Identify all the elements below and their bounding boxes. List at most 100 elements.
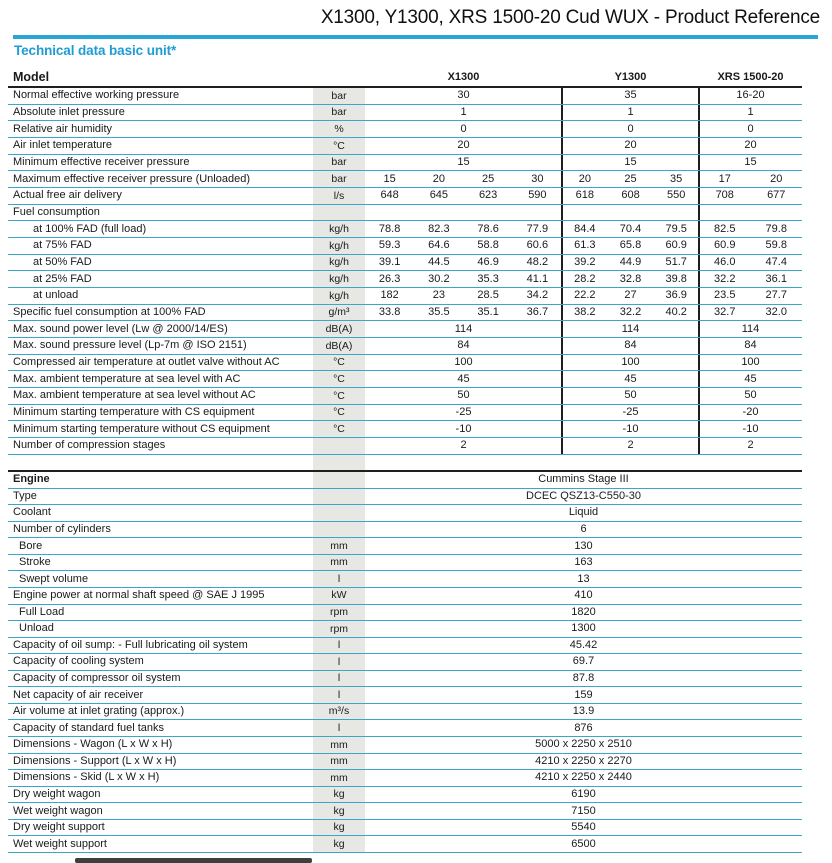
value-group: 50	[365, 388, 562, 404]
cell-value: 623	[478, 189, 498, 202]
column-divider-x1300-y1300	[561, 88, 563, 455]
value-group: 100	[699, 355, 802, 371]
row-unit: l	[337, 572, 341, 585]
value-group: 15 20 25 30	[365, 171, 562, 187]
model-column-header-xrs-1500-20: XRS 1500-20	[699, 69, 802, 86]
row-unit: °C	[333, 406, 345, 419]
cell-value: 48.2	[526, 256, 549, 269]
cell-value: 6	[580, 522, 587, 535]
row-label: Dry weight wagon	[13, 788, 101, 800]
cell-value: 59.8	[765, 239, 787, 252]
value-group: 35	[562, 88, 699, 104]
value-group: 15	[365, 155, 562, 171]
row-label: Max. ambient temperature at sea level wi…	[13, 390, 256, 402]
row-unit: kg	[333, 821, 345, 834]
row-label: Fuel consumption	[13, 207, 100, 219]
row-label: Minimum starting temperature without CS …	[13, 423, 270, 435]
value-group: 0	[365, 121, 562, 137]
value-group: 1	[365, 105, 562, 121]
row-unit: kg/h	[329, 289, 349, 302]
cell-value: DCEC QSZ13-C550-30	[526, 489, 641, 502]
cell-value: 677	[767, 189, 786, 202]
spec-row: Absolute inlet pressure bar 1 1 1	[8, 105, 802, 122]
value-group: 45	[699, 371, 802, 387]
cell-value: 15	[624, 156, 637, 169]
cell-value: 50	[624, 389, 637, 402]
row-label: Capacity of standard fuel tanks	[13, 722, 165, 734]
cell-value: 79.5	[665, 222, 687, 235]
row-label: Compressed air temperature at outlet val…	[13, 357, 280, 369]
row-label: Maximum effective receiver pressure (Unl…	[13, 173, 250, 185]
cell-value: -25	[622, 406, 639, 419]
row-label: Normal effective working pressure	[13, 90, 180, 102]
cell-value: 100	[741, 356, 760, 369]
cell-value: -25	[455, 406, 472, 419]
row-unit: g/m³	[328, 306, 350, 319]
cell-value: 30	[531, 172, 544, 185]
cell-value: Liquid	[568, 506, 599, 519]
cell-value: 23	[432, 289, 445, 302]
cell-value: 5000 x 2250 x 2510	[535, 738, 632, 751]
cell-value: 32.7	[714, 306, 736, 319]
cell-value: 32.0	[765, 306, 787, 319]
value-group: 15	[699, 155, 802, 171]
model-name-y1300: Y1300	[614, 71, 647, 83]
cell-value: 70.4	[619, 222, 642, 235]
row-label: Unload	[19, 623, 54, 635]
row-unit: mm	[330, 755, 348, 768]
cell-value: 59.3	[378, 239, 401, 252]
cell-value: 6500	[571, 837, 596, 850]
cell-value: 35.3	[477, 272, 499, 285]
row-unit: bar	[331, 89, 347, 102]
cell-value: 22.2	[574, 289, 596, 302]
row-label: Specific fuel consumption at 100% FAD	[13, 307, 206, 319]
row-unit: m³/s	[328, 705, 350, 718]
cell-value: 58.8	[477, 239, 499, 252]
spec-row: Max. ambient temperature at sea level wi…	[8, 388, 802, 405]
value-group: -10	[562, 421, 699, 437]
spec-row: Coolant Liquid	[8, 505, 802, 522]
row-label: Full Load	[19, 606, 65, 618]
cell-value: 0	[627, 122, 634, 135]
value-group: -10	[699, 421, 802, 437]
model-name-x1300: X1300	[447, 71, 480, 83]
spec-row: at 25% FAD kg/h 26.3 30.2 35.3 41.1 28.2 32.8 39…	[8, 271, 802, 289]
column-divider-y1300-xrs	[698, 88, 700, 455]
cell-value: 114	[741, 322, 760, 335]
spec-row: Dry weight wagon kg 6190	[8, 787, 802, 804]
cell-value: 2	[460, 439, 467, 452]
row-unit: bar	[331, 106, 347, 119]
page-title: X1300, Y1300, XRS 1500-20 Cud WUX - Prod…	[320, 7, 820, 28]
value-group	[699, 205, 802, 221]
spec-row: Unload rpm 1300	[8, 621, 802, 638]
cell-value: 35.1	[477, 306, 499, 319]
cell-value: 13	[577, 572, 590, 585]
cell-value: 15	[383, 172, 396, 185]
cell-value: 7150	[571, 804, 596, 817]
row-unit: kg/h	[329, 256, 349, 269]
value-group: 20	[365, 138, 562, 154]
cell-value: 84.4	[574, 222, 596, 235]
row-label: Number of cylinders	[13, 523, 111, 535]
row-label: Wet weight wagon	[13, 805, 103, 817]
cell-value: 25	[624, 172, 637, 185]
cell-value: 0	[747, 122, 754, 135]
cell-value: 51.7	[665, 256, 687, 269]
cell-value: 100	[621, 356, 640, 369]
cell-value: 1	[627, 106, 634, 118]
cell-value: 79.8	[765, 222, 787, 235]
cell-value: 163	[574, 556, 593, 569]
spec-row: Max. sound power level (Lw @ 2000/14/ES)…	[8, 321, 802, 339]
value-group: 2	[699, 438, 802, 454]
value-group: 82.5 79.8	[699, 221, 802, 237]
row-label: Air volume at inlet grating (approx.)	[13, 706, 185, 718]
value-group: 61.3 65.8 60.9	[562, 238, 699, 254]
cell-value: 16-20	[736, 89, 765, 102]
spec-row: Compressed air temperature at outlet val…	[8, 355, 802, 372]
cell-value: 61.3	[574, 239, 596, 252]
spec-row: Relative air humidity% 0 0 0	[8, 121, 802, 139]
cell-value: 28.5	[477, 289, 499, 302]
cell-value: 84	[744, 339, 757, 352]
cell-value: 1	[460, 106, 467, 118]
